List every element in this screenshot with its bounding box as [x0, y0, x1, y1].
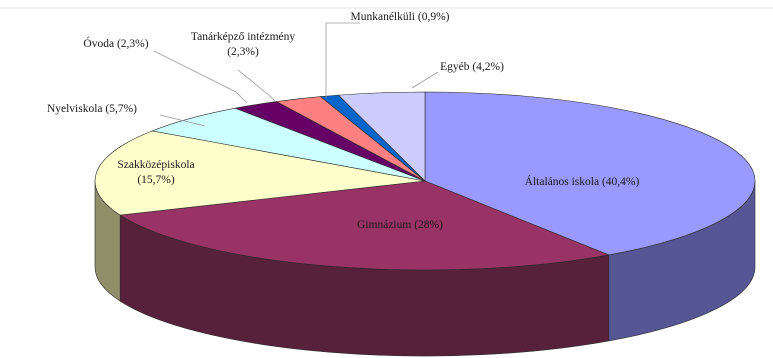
pie-tops: [94, 91, 756, 271]
slice-labels: Általános iskola (40,4%) Gimnázium (28%) S…: [47, 11, 640, 231]
slice-altalanos-iskola: [424, 91, 756, 256]
leader-line-ovoda: [153, 50, 248, 104]
slice-label-ovoda: Óvoda (2,3%): [83, 36, 148, 50]
slice-label-value-szakkozepiskola: (15,7%): [137, 174, 175, 186]
leader-line-tanarkepzo-intezmeny: [237, 69, 277, 103]
slice-gimnazium: [119, 180, 610, 271]
slice-label-value-tanarkepzo-intezmeny: (2,3%): [227, 46, 259, 58]
slice-label-munkanelkuli: Munkanélküli (0,9%): [350, 11, 449, 23]
slice-label-name-tanarkepzo-intezmeny: Tanárképző intézmény: [191, 31, 295, 43]
label-leaders: [153, 22, 439, 127]
slice-label-tanarkepzo-intezmeny: Tanárképző intézmény (2,3%): [191, 31, 295, 58]
slice-egyeb: [337, 91, 426, 182]
pie-sides: [94, 180, 756, 357]
leader-line-nyelviskola: [159, 114, 206, 127]
slice-label-gimnazium: Gimnázium (28%): [357, 219, 443, 231]
slice-szakkozepiskola: [94, 130, 426, 216]
slice-label-altalanos-iskola: Általános iskola (40,4%): [525, 174, 640, 188]
leader-line-egyeb: [411, 71, 439, 89]
leader-line-munkanelkuli: [325, 22, 360, 98]
slice-label-egyeb: Egyéb (4,2%): [440, 61, 504, 73]
slice-label-szakkozepiskola: Szakközépiskola (15,7%): [117, 159, 194, 186]
slice-label-name-szakkozepiskola: Szakközépiskola: [117, 159, 194, 171]
slice-label-nyelviskola: Nyelviskola (5,7%): [47, 103, 137, 115]
